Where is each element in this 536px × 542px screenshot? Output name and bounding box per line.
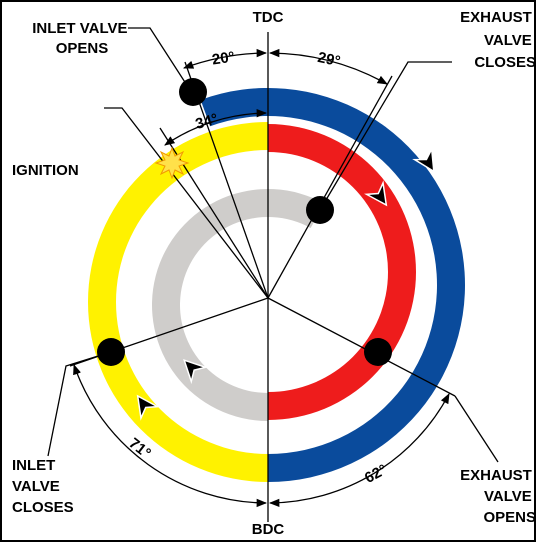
exhaust-valve-closes-label: EXHAUST VALVE CLOSES [460,9,536,71]
radial-line [267,75,393,299]
angle-arc [73,364,268,508]
angle-label: 29° [316,49,342,70]
ignition-label: IGNITION [12,162,79,179]
angle-label: 20° [211,49,236,69]
leader [454,395,499,463]
leader [128,27,191,91]
leader [104,107,269,299]
leader [319,61,452,211]
angle-arc [268,393,450,508]
leader [47,351,112,457]
direction-arrow [364,180,388,207]
inlet-valve-closes-label: INLET VALVE CLOSES [12,457,74,516]
event-dot [306,196,334,224]
angle-arc [268,48,388,85]
angle-arc [164,108,268,146]
compression-ring [151,189,325,421]
tdc-label: TDC [253,9,284,26]
direction-arrow [183,359,209,385]
event-dot [97,338,125,366]
event-dot [364,338,392,366]
event-dot [179,78,207,106]
angle-label: 34° [194,110,220,133]
direction-arrow [412,146,435,173]
ignition-spark [154,146,190,180]
angle-arc [183,48,268,69]
direction-arrow [136,394,160,421]
inlet-valve-opens-label: INLET VALVE OPENS [32,20,131,57]
radial-line [267,297,456,397]
exhaust-valve-opens-label: EXHAUST VALVE OPENS [460,467,536,526]
bdc-label: BDC [252,521,285,538]
